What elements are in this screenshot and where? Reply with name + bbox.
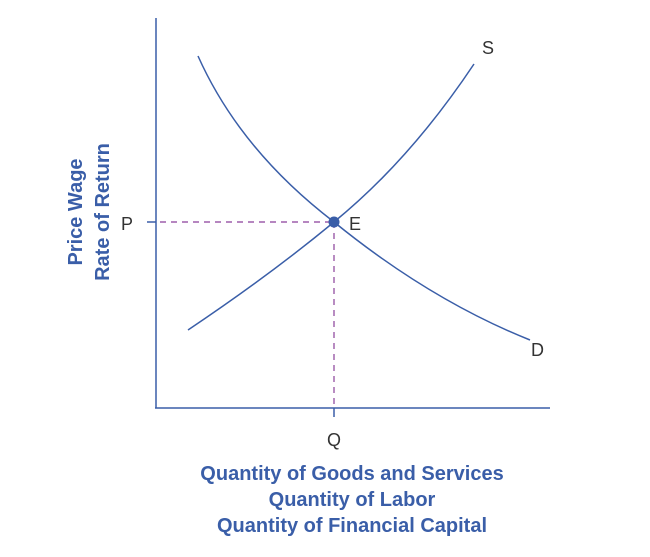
price-label: P — [121, 214, 133, 234]
x-axis-title-line2: Quantity of Labor — [269, 489, 436, 511]
quantity-label: Q — [327, 430, 341, 450]
x-axis-title-line3: Quantity of Financial Capital — [217, 515, 487, 537]
demand-label: D — [531, 340, 544, 360]
equilibrium-label: E — [349, 214, 361, 234]
demand-curve — [197, 55, 531, 341]
x-axis-title-line1: Quantity of Goods and Services — [200, 463, 503, 485]
supply-label: S — [482, 38, 494, 58]
equilibrium-point — [328, 216, 340, 228]
y-axis-title-line2: Rate of Return — [92, 143, 114, 281]
y-axis-title-line1: Price Wage — [65, 158, 87, 265]
